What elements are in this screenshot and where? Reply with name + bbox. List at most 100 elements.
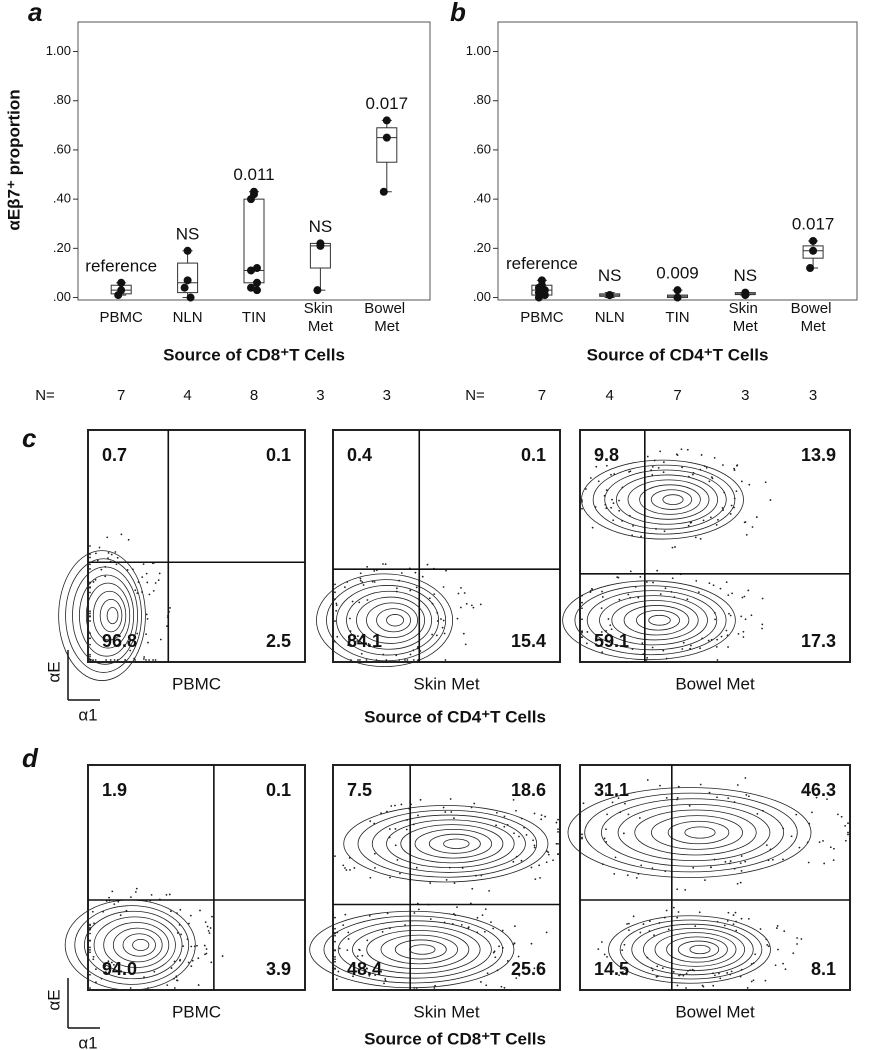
event-dot bbox=[110, 553, 113, 556]
event-dot bbox=[444, 811, 447, 813]
y-tick-label: 1.00 bbox=[46, 43, 71, 58]
event-dot bbox=[359, 659, 361, 661]
event-dot bbox=[748, 483, 751, 486]
y-tick-label: .20 bbox=[53, 240, 71, 255]
event-dot bbox=[651, 867, 654, 870]
event-dot bbox=[394, 828, 397, 830]
event-dot bbox=[445, 569, 447, 572]
event-dot bbox=[368, 974, 371, 977]
event-dot bbox=[694, 536, 697, 539]
plot-frame bbox=[77, 21, 431, 301]
event-dot bbox=[702, 519, 705, 522]
significance-label: 0.017 bbox=[366, 94, 409, 113]
event-dot bbox=[353, 867, 356, 869]
event-dot bbox=[334, 927, 336, 930]
event-dot bbox=[404, 659, 406, 661]
event-dot bbox=[406, 659, 409, 661]
event-dot bbox=[145, 613, 148, 616]
event-dot bbox=[655, 975, 658, 978]
event-dot bbox=[771, 858, 774, 861]
event-dot bbox=[674, 546, 676, 548]
sample-label: Skin Met bbox=[413, 674, 479, 693]
quadrant-value: 1.9 bbox=[102, 780, 127, 800]
event-dot bbox=[665, 797, 668, 799]
event-dot bbox=[782, 858, 784, 861]
event-dot bbox=[680, 448, 683, 451]
event-dot bbox=[95, 968, 97, 971]
event-dot bbox=[344, 867, 346, 869]
contour bbox=[677, 940, 720, 959]
event-dot bbox=[365, 659, 368, 661]
event-dot bbox=[741, 596, 744, 599]
x-marker: α1 bbox=[78, 1033, 97, 1050]
y-tick-label: .00 bbox=[53, 289, 71, 304]
event-dot bbox=[714, 618, 716, 621]
event-dot bbox=[844, 824, 847, 827]
event-dot bbox=[605, 828, 607, 831]
y-tick-label: .60 bbox=[473, 141, 491, 156]
panel-label: c bbox=[22, 423, 37, 453]
event-dot bbox=[147, 641, 149, 644]
data-point bbox=[313, 286, 322, 295]
contour bbox=[667, 820, 730, 845]
contour bbox=[666, 936, 728, 963]
event-dot bbox=[429, 918, 432, 920]
data-point bbox=[114, 291, 123, 300]
event-dot bbox=[764, 481, 767, 484]
event-dot bbox=[632, 915, 635, 918]
event-dot bbox=[429, 882, 432, 884]
event-dot bbox=[733, 467, 735, 470]
event-dot bbox=[109, 659, 112, 661]
event-dot bbox=[718, 972, 720, 975]
n-value: 3 bbox=[383, 387, 391, 404]
contour bbox=[356, 596, 426, 644]
event-dot bbox=[833, 847, 835, 850]
event-dot bbox=[358, 601, 361, 604]
panel-label: a bbox=[28, 0, 42, 27]
event-dot bbox=[601, 590, 603, 593]
event-dot bbox=[176, 979, 178, 982]
data-point bbox=[382, 116, 391, 125]
event-dot bbox=[374, 866, 376, 869]
event-dot bbox=[525, 833, 528, 836]
event-dot bbox=[714, 974, 716, 977]
event-dot bbox=[719, 587, 722, 590]
y-marker: αE bbox=[44, 661, 63, 682]
event-dot bbox=[412, 659, 415, 661]
event-dot bbox=[639, 931, 642, 934]
sample-label: Bowel Met bbox=[675, 1002, 755, 1021]
contour bbox=[636, 609, 681, 631]
event-dot bbox=[89, 973, 91, 976]
event-dot bbox=[699, 538, 702, 540]
event-dot bbox=[603, 953, 606, 956]
event-dot bbox=[663, 530, 666, 533]
event-dot bbox=[774, 964, 777, 967]
x-tick-label: PBMC bbox=[100, 309, 144, 326]
contour bbox=[386, 819, 515, 869]
n-value: 8 bbox=[250, 387, 258, 404]
event-dot bbox=[388, 828, 391, 830]
event-dot bbox=[394, 844, 397, 847]
event-dot bbox=[534, 878, 537, 881]
data-point bbox=[316, 241, 325, 250]
event-dot bbox=[646, 779, 649, 781]
event-dot bbox=[716, 638, 719, 641]
event-dot bbox=[141, 576, 144, 578]
event-dot bbox=[733, 469, 736, 472]
event-dot bbox=[158, 572, 161, 575]
event-dot bbox=[690, 521, 693, 524]
event-dot bbox=[637, 596, 640, 599]
event-dot bbox=[334, 955, 336, 958]
event-dot bbox=[356, 955, 359, 958]
event-dot bbox=[481, 914, 484, 917]
event-dot bbox=[532, 839, 534, 842]
contour bbox=[443, 838, 470, 849]
event-dot bbox=[498, 945, 500, 948]
event-dot bbox=[723, 924, 726, 927]
contour bbox=[648, 614, 671, 626]
event-dot bbox=[204, 921, 207, 924]
event-dot bbox=[585, 642, 588, 645]
significance-label: 0.011 bbox=[233, 165, 274, 184]
event-dot bbox=[716, 796, 718, 799]
event-dot bbox=[727, 797, 730, 800]
